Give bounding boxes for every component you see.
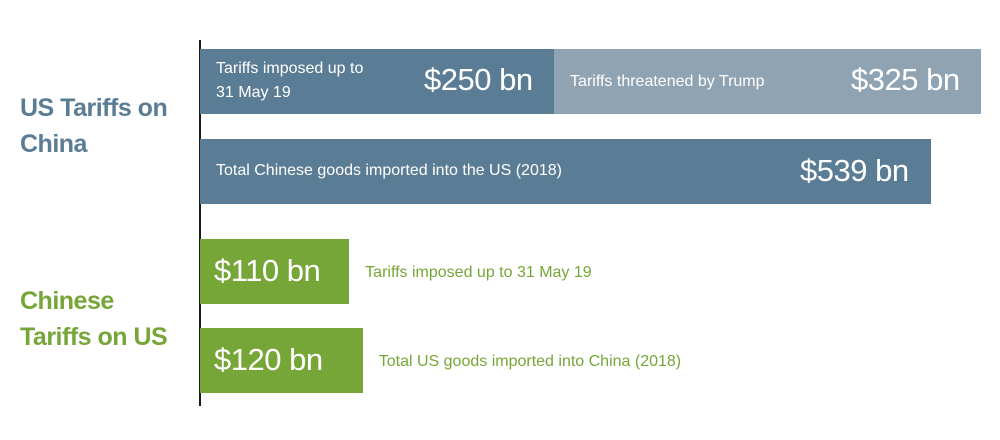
value-label-chinese-tariffs-imposed: $110 bn [214,253,321,288]
value-label-chinese-goods-imported: $539 bn [800,153,909,188]
bar-us-tariffs-imposed [200,49,555,114]
y-axis-line [199,40,201,406]
group-label-us-tariffs: US Tariffs on China [20,94,168,158]
bar-chinese-tariffs-imposed [200,239,350,304]
bar-label-chinese-tariffs-imposed: Tariffs imposed up to 31 May 19 [365,264,592,281]
value-label-us-tariffs-threatened: $325 bn [851,62,960,97]
bar-us-goods-imported [200,328,363,393]
bar-label-us-goods-imported: Total US goods imported into China (2018… [378,353,682,370]
value-label-us-goods-imported: $120 bn [214,342,323,377]
bar-label-chinese-goods-imported: Total Chinese goods imported into the US… [216,162,562,179]
bar-us-tariffs-threatened [554,49,981,114]
value-label-us-tariffs-imposed: $250 bn [424,62,533,97]
bar-chinese-goods-imported [200,139,931,204]
group-label-chinese-tariffs: Chinese Tariffs on US [20,287,168,351]
bar-label-us-tariffs-imposed: Tariffs imposed up to 31 May 19 [216,60,364,101]
bar-label-us-tariffs-threatened: Tariffs threatened by Trump [570,73,765,90]
